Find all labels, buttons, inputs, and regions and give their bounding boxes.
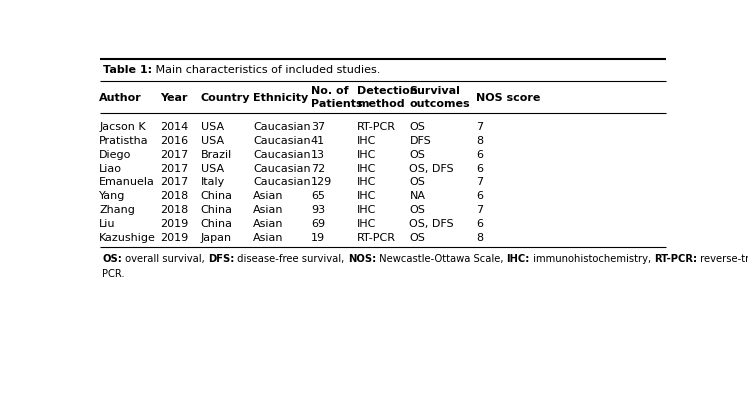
Text: 2018: 2018 — [160, 191, 188, 201]
Text: IHC: IHC — [358, 164, 377, 174]
Text: Liu: Liu — [99, 219, 116, 229]
Text: NOS:: NOS: — [348, 254, 376, 264]
Text: IHC: IHC — [358, 219, 377, 229]
Text: 65: 65 — [311, 191, 325, 201]
Text: Caucasian: Caucasian — [253, 136, 310, 146]
Text: Main characteristics of included studies.: Main characteristics of included studies… — [153, 65, 381, 75]
Text: 19: 19 — [311, 233, 325, 243]
Text: China: China — [200, 205, 233, 215]
Text: Caucasian: Caucasian — [253, 177, 310, 187]
Text: Caucasian: Caucasian — [253, 164, 310, 174]
Text: NA: NA — [409, 191, 426, 201]
Text: IHC: IHC — [358, 177, 377, 187]
Text: overall survival,: overall survival, — [122, 254, 208, 264]
Text: IHC:: IHC: — [506, 254, 530, 264]
Text: Caucasian: Caucasian — [253, 150, 310, 160]
Text: OS: OS — [409, 150, 426, 160]
Text: NOS score: NOS score — [476, 93, 541, 103]
Text: OS:: OS: — [102, 254, 122, 264]
Text: disease-free survival,: disease-free survival, — [234, 254, 348, 264]
Text: Table 1:: Table 1: — [103, 65, 153, 75]
Text: 2017: 2017 — [160, 150, 188, 160]
Text: Country: Country — [200, 93, 251, 103]
Text: 41: 41 — [311, 136, 325, 146]
Text: Asian: Asian — [253, 205, 283, 215]
Text: IHC: IHC — [358, 150, 377, 160]
Text: Ethnicity: Ethnicity — [253, 93, 308, 103]
Text: OS: OS — [409, 233, 426, 243]
Text: 6: 6 — [476, 219, 483, 229]
Text: USA: USA — [200, 136, 224, 146]
Text: USA: USA — [200, 164, 224, 174]
Text: 7: 7 — [476, 205, 483, 215]
Text: Survival
outcomes: Survival outcomes — [409, 86, 470, 109]
Text: Liao: Liao — [99, 164, 122, 174]
Text: PCR.: PCR. — [102, 269, 125, 279]
Text: 93: 93 — [311, 205, 325, 215]
Text: China: China — [200, 219, 233, 229]
Text: 2017: 2017 — [160, 164, 188, 174]
Text: OS, DFS: OS, DFS — [409, 219, 454, 229]
Text: 7: 7 — [476, 177, 483, 187]
Text: Asian: Asian — [253, 219, 283, 229]
Text: 2016: 2016 — [160, 136, 188, 146]
Text: 6: 6 — [476, 150, 483, 160]
Text: OS: OS — [409, 205, 426, 215]
Text: Pratistha: Pratistha — [99, 136, 149, 146]
Text: Detection
method: Detection method — [358, 86, 418, 109]
Text: 37: 37 — [311, 122, 325, 132]
Text: OS: OS — [409, 177, 426, 187]
Text: Kazushige: Kazushige — [99, 233, 156, 243]
Text: Zhang: Zhang — [99, 205, 135, 215]
Text: 8: 8 — [476, 233, 483, 243]
Text: 2019: 2019 — [160, 219, 188, 229]
Text: 2014: 2014 — [160, 122, 188, 132]
Text: 2019: 2019 — [160, 233, 188, 243]
Text: Asian: Asian — [253, 233, 283, 243]
Text: RT-PCR: RT-PCR — [358, 122, 396, 132]
Text: immunohistochemistry,: immunohistochemistry, — [530, 254, 654, 264]
Text: IHC: IHC — [358, 136, 377, 146]
Text: 8: 8 — [476, 136, 483, 146]
Text: China: China — [200, 191, 233, 201]
Text: Newcastle-Ottawa Scale,: Newcastle-Ottawa Scale, — [376, 254, 506, 264]
Text: Brazil: Brazil — [200, 150, 232, 160]
Text: 69: 69 — [311, 219, 325, 229]
Text: DFS: DFS — [409, 136, 431, 146]
Text: USA: USA — [200, 122, 224, 132]
Text: 2018: 2018 — [160, 205, 188, 215]
Text: No. of
Patients: No. of Patients — [311, 86, 363, 109]
Text: DFS:: DFS: — [208, 254, 234, 264]
Text: Diego: Diego — [99, 150, 132, 160]
Text: IHC: IHC — [358, 191, 377, 201]
Text: Emanuela: Emanuela — [99, 177, 155, 187]
Text: Author: Author — [99, 93, 142, 103]
Text: 6: 6 — [476, 191, 483, 201]
Text: 6: 6 — [476, 164, 483, 174]
Text: Yang: Yang — [99, 191, 126, 201]
Text: 72: 72 — [311, 164, 325, 174]
Text: reverse-transcriptase: reverse-transcriptase — [697, 254, 748, 264]
Text: Japan: Japan — [200, 233, 232, 243]
Text: IHC: IHC — [358, 205, 377, 215]
Text: 13: 13 — [311, 150, 325, 160]
Text: Caucasian: Caucasian — [253, 122, 310, 132]
Text: Jacson K: Jacson K — [99, 122, 146, 132]
Text: Year: Year — [160, 93, 188, 103]
Text: OS, DFS: OS, DFS — [409, 164, 454, 174]
Text: RT-PCR:: RT-PCR: — [654, 254, 697, 264]
Text: 7: 7 — [476, 122, 483, 132]
Text: Italy: Italy — [200, 177, 225, 187]
Text: OS: OS — [409, 122, 426, 132]
Text: 2017: 2017 — [160, 177, 188, 187]
Text: Asian: Asian — [253, 191, 283, 201]
Text: 129: 129 — [311, 177, 332, 187]
Text: RT-PCR: RT-PCR — [358, 233, 396, 243]
